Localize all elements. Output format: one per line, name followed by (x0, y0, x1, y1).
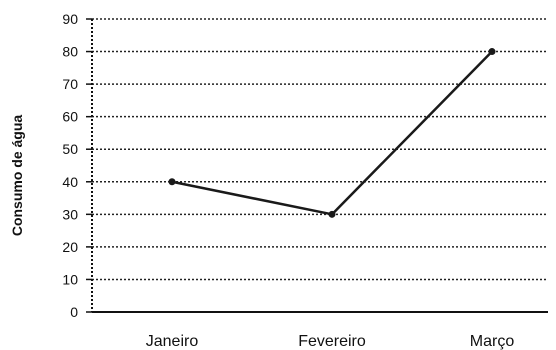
y-tick-label-10: 10 (62, 271, 78, 287)
y-tick-label-60: 60 (62, 109, 78, 125)
series-consumo (168, 48, 496, 218)
y-tick-label-0: 0 (70, 304, 78, 320)
data-point-janeiro (168, 178, 176, 186)
y-tick-labels: 0 10 20 30 40 50 60 70 80 90 (62, 11, 92, 320)
y-tick-label-50: 50 (62, 141, 78, 157)
y-tick-label-40: 40 (62, 174, 78, 190)
gridlines (92, 18, 548, 281)
y-tick-label-20: 20 (62, 239, 78, 255)
y-tick-label-30: 30 (62, 206, 78, 222)
y-tick-label-90: 90 (62, 11, 78, 27)
x-tick-label-fevereiro: Fevereiro (298, 333, 366, 350)
x-tick-label-março: Março (470, 333, 515, 350)
data-point-março (488, 48, 496, 56)
y-tick-label-70: 70 (62, 76, 78, 92)
series-line (171, 50, 493, 216)
x-tick-label-janeiro: Janeiro (146, 333, 199, 350)
y-axis-title: Consumo de água (9, 115, 25, 237)
y-tick-label-80: 80 (62, 44, 78, 60)
data-point-fevereiro (328, 210, 336, 218)
x-tick-labels: Janeiro Fevereiro Março (146, 333, 515, 350)
